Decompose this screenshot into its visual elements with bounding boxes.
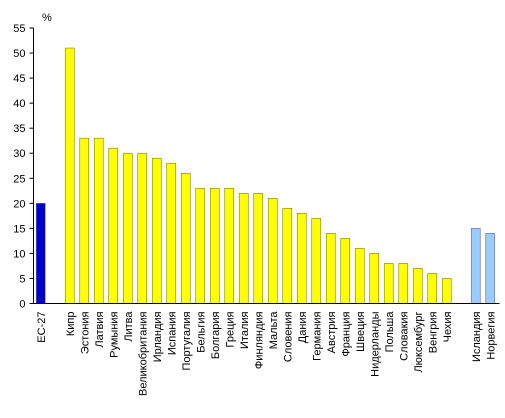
bar-member	[93, 137, 104, 304]
category-label: Люксембург	[413, 312, 425, 373]
category-label: Словения	[282, 311, 294, 362]
bar-member	[209, 187, 220, 304]
category-label: ЕС-27	[36, 312, 48, 343]
category-label: Нидерланды	[369, 311, 381, 376]
category-label: Польша	[384, 311, 396, 353]
category-label: Исландия	[471, 311, 483, 362]
category-label: Испания	[166, 311, 178, 355]
bar-member	[79, 137, 90, 304]
y-tick-label: 10	[13, 248, 25, 260]
bar-member	[238, 193, 249, 304]
bar-member	[151, 157, 162, 304]
y-tick-label: 30	[13, 148, 25, 160]
bar-member	[311, 218, 322, 304]
category-label: Португалия	[181, 311, 193, 370]
y-tick-label: 45	[13, 73, 25, 85]
y-tick-label: 5	[19, 273, 25, 285]
category-label: Швеция	[355, 311, 367, 351]
bar-member	[282, 208, 293, 304]
bar-member	[383, 263, 394, 304]
category-label: Великобритания	[137, 311, 149, 396]
bar-member	[354, 248, 365, 304]
y-tick-label: 0	[19, 299, 25, 311]
category-label: Латвия	[94, 311, 106, 347]
category-label: Литва	[123, 311, 135, 342]
bar-member	[369, 253, 380, 304]
category-label: Италия	[239, 311, 251, 349]
y-tick-label: 25	[13, 173, 25, 185]
bar-member	[441, 278, 452, 304]
y-axis-ticks: 0 5 10 15 20 25 30 35 40 45 50 55	[13, 23, 34, 311]
y-tick-label: 55	[13, 23, 25, 35]
bar-member	[398, 263, 409, 304]
bar-member	[325, 233, 336, 304]
category-label: Дания	[297, 311, 309, 343]
bar-member	[137, 152, 148, 304]
category-label: Болгария	[210, 311, 222, 359]
bar-member	[267, 198, 278, 304]
y-tick-label: 40	[13, 98, 25, 110]
bar-member	[122, 152, 133, 304]
bar-member	[296, 213, 307, 304]
bar-member	[253, 193, 264, 304]
y-tick-label: 35	[13, 123, 25, 135]
category-label: Греция	[224, 311, 236, 347]
bar-member	[108, 147, 119, 304]
category-labels: ЕС-27 Кипр Эстония Латвия Румыния Литва Велико…	[36, 311, 498, 396]
category-label: Словакия	[398, 311, 410, 360]
y-tick-label: 50	[13, 48, 25, 60]
bars	[35, 47, 496, 304]
category-label: Финляндия	[253, 311, 265, 369]
bar-member	[340, 238, 351, 304]
bar-member	[180, 172, 191, 304]
category-label: Мальта	[268, 311, 280, 350]
y-tick-label: 20	[13, 198, 25, 210]
category-label: Чехия	[442, 311, 454, 342]
bar-member	[412, 268, 423, 304]
bar-aggregate	[35, 203, 46, 304]
category-label: Венгрия	[427, 311, 439, 353]
category-label: Бельгия	[195, 311, 207, 352]
category-label: Кипр	[65, 312, 77, 337]
category-label: Эстония	[79, 311, 91, 354]
bar-member	[427, 273, 438, 304]
bar-member	[195, 187, 206, 304]
bar-non_member	[485, 233, 496, 304]
category-label: Румыния	[108, 311, 120, 357]
y-tick-label: 15	[13, 223, 25, 235]
bar-member	[224, 187, 235, 304]
category-label: Франция	[340, 311, 352, 356]
bar-non_member	[470, 228, 481, 304]
category-label: Германия	[311, 311, 323, 360]
bar-member	[166, 162, 177, 304]
category-label: Ирландия	[152, 311, 164, 362]
bar-member	[64, 47, 75, 304]
category-label: Австрия	[326, 311, 338, 353]
category-label: Норвегия	[485, 311, 497, 359]
y-axis-unit-label: %	[42, 12, 52, 24]
